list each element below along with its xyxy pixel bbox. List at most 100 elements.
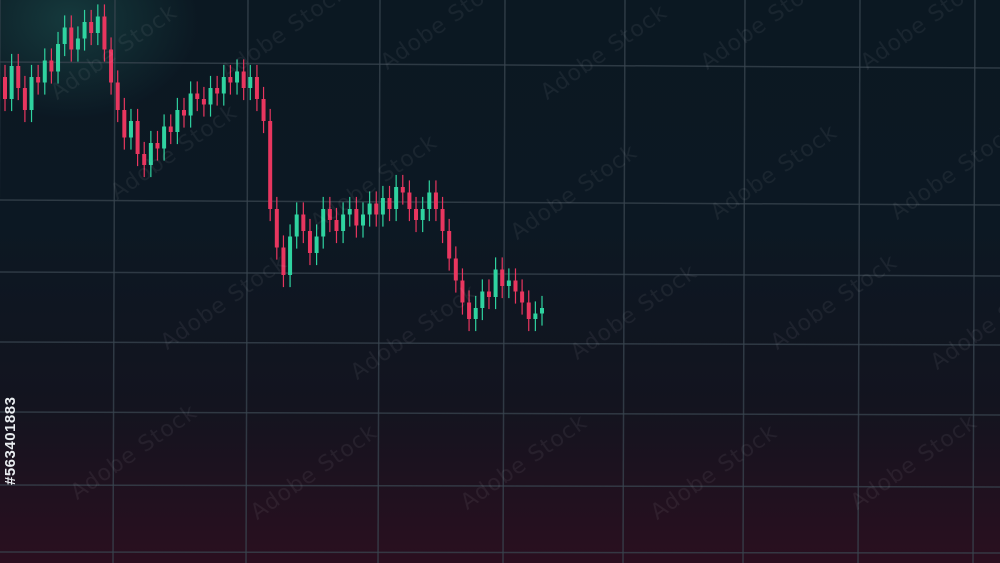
candle-body — [56, 44, 61, 72]
candle-body — [235, 71, 240, 83]
candle-body — [334, 220, 339, 231]
candle-body — [480, 291, 485, 308]
candle-body — [9, 66, 14, 99]
candle-body — [62, 27, 67, 44]
candle-body — [486, 291, 491, 297]
candle-body — [427, 192, 432, 209]
candle-body — [201, 99, 206, 105]
candle-body — [215, 88, 220, 94]
candle-body — [195, 93, 200, 99]
candle-body — [294, 214, 299, 237]
candle-body — [400, 187, 405, 193]
candle-body — [420, 209, 425, 220]
candle-body — [453, 258, 458, 281]
candle-body — [75, 38, 80, 50]
candle-body — [175, 110, 180, 132]
candle-body — [208, 88, 213, 105]
candle-body — [500, 269, 505, 286]
grid-vline-6 — [742, 0, 746, 563]
grid-vline-3 — [377, 0, 381, 563]
grid-vline-7 — [857, 0, 861, 563]
candle-body — [155, 143, 160, 149]
candle-body — [347, 209, 352, 215]
candle-body — [42, 60, 47, 83]
candle-body — [135, 121, 140, 154]
grid-vline-5 — [622, 0, 626, 563]
candle-body — [254, 77, 259, 99]
candle-body — [128, 121, 133, 138]
grid-hline-1 — [0, 199, 1000, 206]
candle-body — [327, 209, 332, 220]
candle-body — [182, 110, 186, 116]
candle-body — [69, 27, 74, 50]
grid-vline-8 — [972, 0, 976, 563]
grid-hline-4 — [0, 411, 1000, 416]
candle-body — [367, 203, 372, 215]
candle-body — [188, 93, 193, 116]
candle-body — [341, 214, 346, 231]
candle-body — [281, 247, 286, 275]
candle-body — [168, 126, 173, 132]
candles — [3, 4, 544, 332]
candle-body — [228, 77, 233, 83]
grid-vline-1 — [112, 0, 116, 563]
grid-hline-0 — [0, 61, 1000, 69]
candle-body — [109, 49, 114, 83]
candle-body — [82, 22, 87, 39]
candle-body — [506, 280, 511, 286]
candle-body — [513, 280, 518, 292]
stock-id-label: #563401883 — [2, 396, 19, 485]
candle-body — [115, 82, 120, 110]
candle-body — [361, 214, 365, 226]
candle-body — [394, 187, 399, 209]
candle-body — [440, 209, 445, 231]
candle-body — [3, 77, 7, 99]
candle-body — [526, 302, 531, 319]
candle-body — [288, 236, 293, 275]
candle-body — [49, 60, 54, 72]
candle-body — [380, 198, 385, 215]
candle-body — [221, 77, 226, 94]
candle-body — [89, 22, 94, 33]
candle-body — [433, 192, 438, 209]
candle-body — [407, 192, 412, 209]
candle-body — [374, 203, 379, 215]
candle-body — [148, 143, 153, 165]
candle-body — [261, 99, 266, 121]
grid-hline-6 — [0, 551, 1000, 554]
candle-body — [142, 154, 147, 165]
candle-body — [540, 308, 544, 314]
candle-body — [102, 16, 107, 50]
candle-body — [16, 66, 21, 88]
grid-vline-2 — [245, 0, 249, 563]
candle-body — [248, 77, 253, 88]
candle-body — [29, 77, 34, 110]
grid-hline-3 — [0, 341, 1000, 346]
candle-body — [533, 313, 538, 319]
candle-body — [314, 236, 319, 253]
candle-body — [307, 231, 312, 253]
candle-body — [387, 198, 392, 209]
candle-body — [493, 269, 498, 297]
candle-body — [520, 291, 525, 303]
candle-body — [122, 110, 127, 138]
candle-body — [36, 77, 41, 83]
candle-body — [95, 16, 100, 33]
candle-body — [460, 280, 465, 303]
candle-body — [354, 209, 359, 226]
candle-body — [447, 231, 452, 259]
candle-body — [414, 209, 419, 220]
candle-body — [22, 88, 27, 110]
candle-body — [162, 126, 167, 149]
candle-body — [274, 209, 279, 248]
grid-hline-2 — [0, 271, 1000, 277]
candle-body — [268, 121, 273, 209]
candle-body — [301, 214, 306, 231]
candle-body — [241, 71, 246, 88]
candle-body — [473, 308, 478, 319]
candle-body — [321, 209, 326, 237]
candle-body — [467, 302, 472, 319]
